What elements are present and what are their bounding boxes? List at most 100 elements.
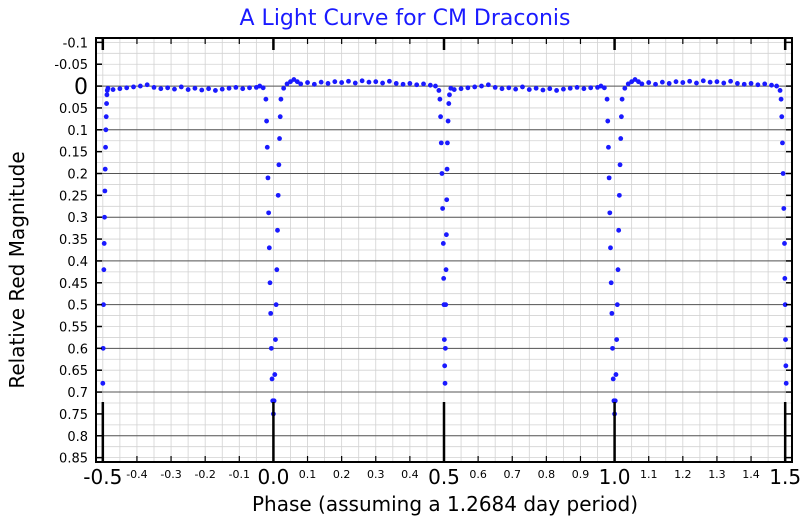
data-point <box>458 86 464 92</box>
data-point <box>443 302 449 308</box>
data-point <box>172 86 177 92</box>
data-point <box>618 136 624 141</box>
y-tick-label: -0.05 <box>54 58 88 73</box>
data-point <box>102 188 108 194</box>
y-tick-label: 0.2 <box>67 168 88 183</box>
data-point <box>673 79 679 85</box>
y-tick-label: 0.45 <box>59 277 88 292</box>
tick-labels: -0.1 -0.05 0 0.05 0.1 0.15 0.2 0.25 0.3 0.35 0.4 0.… <box>54 36 800 489</box>
data-point <box>332 79 338 85</box>
y-axis-label: Relative Red Magnitude <box>5 151 29 388</box>
data-point <box>616 192 622 198</box>
data-point <box>444 197 450 203</box>
data-point <box>438 140 444 146</box>
y-tick-label: 0.3 <box>67 211 88 226</box>
data-point <box>400 81 406 87</box>
y-tick-label: 0.35 <box>59 233 88 248</box>
y-tick-label: 0.55 <box>59 320 88 335</box>
x-minor-tick-label: -0.4 <box>126 468 147 481</box>
data-point <box>103 144 108 150</box>
data-point <box>778 96 784 102</box>
data-point <box>779 114 785 120</box>
x-minor-tick-label: 1.4 <box>742 468 760 481</box>
data-point <box>614 302 620 308</box>
data-point <box>298 81 304 87</box>
data-point <box>526 87 532 92</box>
data-point <box>782 276 788 281</box>
data-point <box>104 101 109 106</box>
data-point <box>632 77 638 82</box>
data-point <box>567 85 573 91</box>
data-point <box>714 79 720 85</box>
x-minor-tick-label: 0.9 <box>572 468 590 481</box>
data-point <box>443 267 449 273</box>
data-point <box>700 78 706 84</box>
data-point <box>639 81 645 87</box>
data-point <box>265 175 271 181</box>
data-point <box>278 96 284 102</box>
y-tick-label: 0.65 <box>59 364 88 379</box>
data-point <box>393 81 399 86</box>
data-point <box>284 81 290 87</box>
data-point <box>104 92 110 98</box>
data-point <box>610 376 616 382</box>
data-point <box>274 267 280 273</box>
data-point <box>492 84 498 90</box>
data-point <box>444 166 450 172</box>
data-point <box>318 79 324 85</box>
data-point <box>124 85 130 91</box>
data-point <box>694 80 699 86</box>
data-point <box>277 136 282 141</box>
data-point <box>433 83 438 89</box>
x-minor-tick-label: 0.1 <box>299 468 317 481</box>
data-point <box>687 78 693 84</box>
data-point <box>213 88 218 93</box>
data-point <box>780 140 785 146</box>
data-point <box>777 88 783 93</box>
data-point <box>769 82 774 88</box>
data-point <box>414 82 420 88</box>
data-point <box>721 80 727 86</box>
grid-bands <box>96 85 792 437</box>
data-point <box>267 280 273 286</box>
data-point <box>574 84 580 90</box>
data-point <box>281 85 287 91</box>
data-point <box>276 162 282 168</box>
data-point <box>447 92 452 98</box>
data-point <box>783 337 788 343</box>
x-minor-tick-label: -0.1 <box>229 468 250 481</box>
data-point <box>783 380 789 386</box>
data-point <box>277 114 283 120</box>
data-point <box>110 87 116 92</box>
data-point <box>206 86 211 92</box>
data-point <box>346 78 351 84</box>
data-point <box>774 83 780 89</box>
data-point <box>101 302 106 308</box>
data-point <box>264 144 270 150</box>
data-point <box>102 214 107 220</box>
data-point <box>199 87 205 93</box>
data-point <box>601 85 607 91</box>
x-major-tick-label: 0.5 <box>428 465 460 489</box>
data-point <box>269 376 275 382</box>
data-points <box>100 77 789 417</box>
data-point <box>233 84 239 90</box>
x-minor-tick-label: 1.2 <box>674 468 692 481</box>
data-point <box>273 337 278 343</box>
data-point <box>226 85 232 91</box>
data-point <box>440 206 446 211</box>
data-point <box>103 127 109 133</box>
data-point <box>439 171 445 176</box>
plot-frame <box>95 37 793 463</box>
data-point <box>339 80 345 85</box>
chart-title: A Light Curve for CM Draconis <box>240 6 571 31</box>
y-tick-label: 0.15 <box>59 146 88 161</box>
y-tick-label: 0.7 <box>67 386 88 401</box>
data-point <box>438 114 443 120</box>
y-tick-label: 0.1 <box>67 124 88 139</box>
data-point <box>102 166 108 172</box>
data-point <box>755 82 761 88</box>
data-point <box>101 267 107 273</box>
data-point <box>158 86 164 92</box>
